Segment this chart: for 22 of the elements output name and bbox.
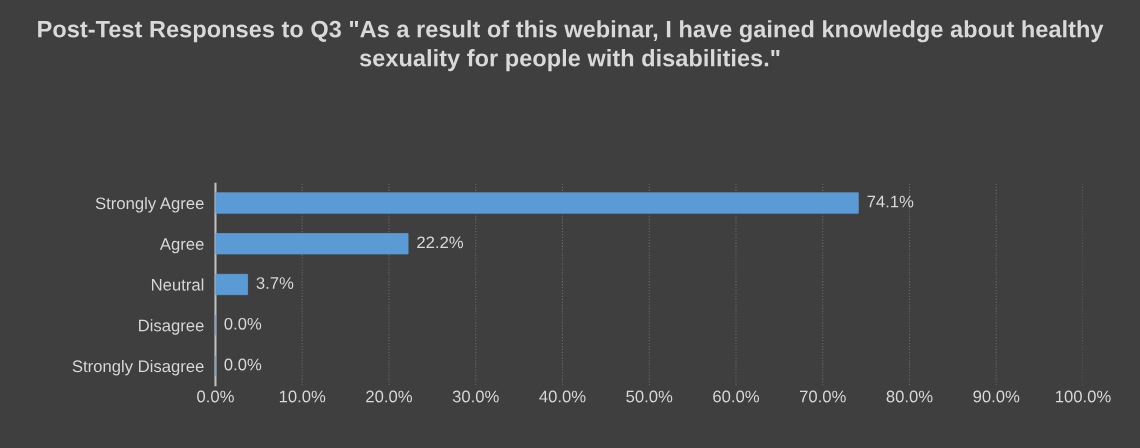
data-label: 3.7% [256, 277, 294, 289]
y-tick-label: Agree [159, 238, 204, 254]
data-label: 0.0% [224, 358, 262, 371]
y-tick-label: Strongly Disagree [72, 359, 204, 376]
y-tick-label: Strongly Agree [95, 196, 204, 213]
x-tick-label: 20.0% [366, 390, 413, 403]
data-label: 22.2% [417, 236, 464, 249]
x-tick-label: 80.0% [886, 390, 933, 403]
y-tick-label: Disagree [139, 319, 204, 335]
x-tick-label: 0.0% [197, 390, 234, 403]
x-tick-label: 60.0% [713, 390, 760, 403]
x-tick-label: 30.0% [452, 390, 499, 403]
x-tick-label: 40.0% [539, 390, 586, 403]
x-tick-label: 90.0% [973, 390, 1020, 403]
chart-title: Post-Test Responses to Q3 "As a result of this webinar, I have gained knowledge about healthy sexuality for people with disabilities." [38, 20, 1104, 72]
x-tick-label: 100.0% [1056, 390, 1111, 403]
x-tick-label: 70.0% [799, 390, 846, 403]
data-label: 0.0% [224, 317, 262, 330]
x-tick-label: 10.0% [279, 390, 326, 403]
data-label: 74.1% [867, 195, 914, 208]
x-tick-label: 50.0% [626, 390, 673, 403]
y-tick-label: Neutral [151, 278, 204, 291]
